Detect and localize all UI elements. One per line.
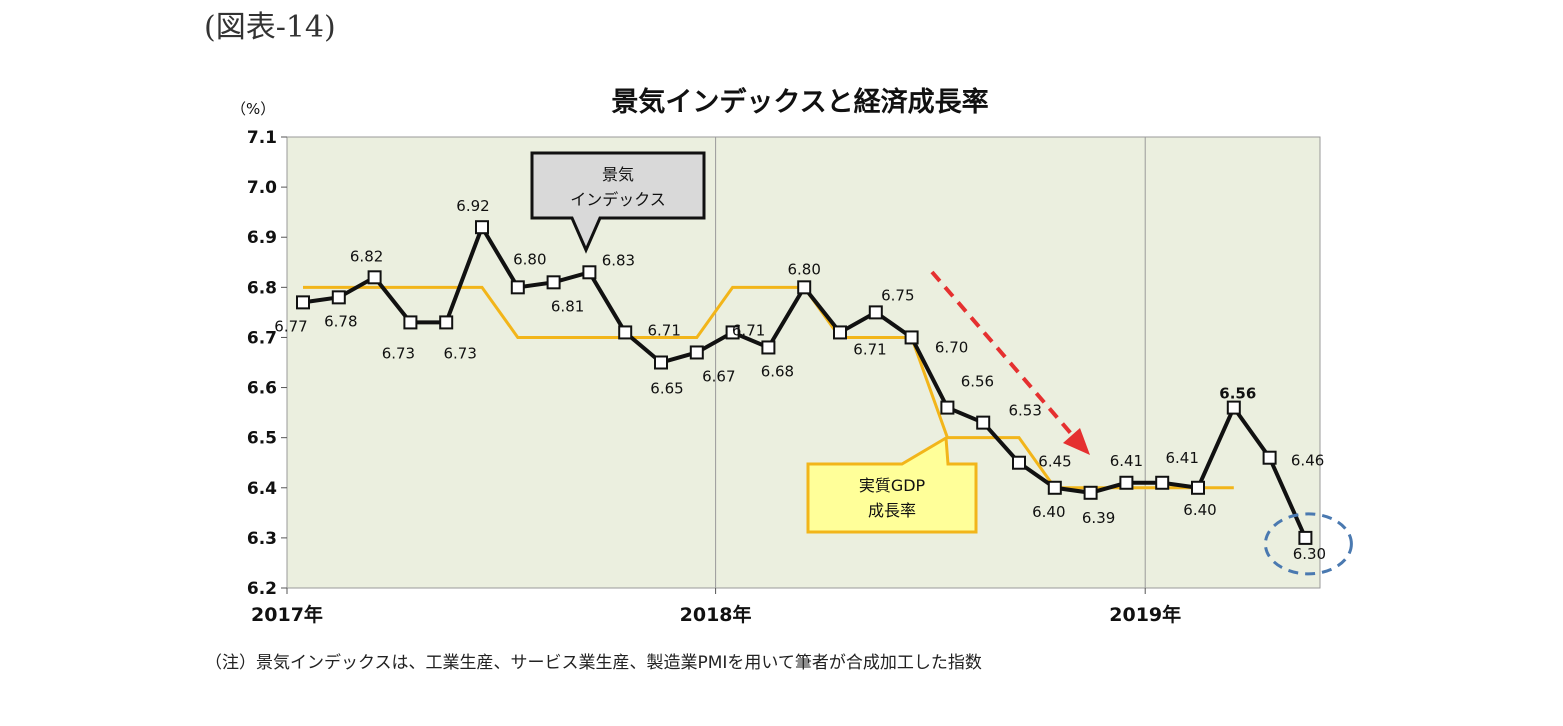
index-point — [940, 400, 955, 415]
y-tick-label: 6.4 — [247, 479, 277, 499]
index-point — [725, 325, 740, 340]
callout-gdp-box — [806, 435, 978, 534]
data-label: 6.39 — [1082, 509, 1115, 527]
data-labels: 6.77 6.78 6.82 6.73 6.73 6.92 6.80 6.81 6.83 6.71… — [274, 197, 1326, 563]
data-label: 6.67 — [702, 367, 735, 385]
trend-arrow-head — [1063, 428, 1090, 455]
index-point — [654, 355, 668, 370]
data-label: 6.46 — [1291, 452, 1324, 470]
index-point — [618, 325, 633, 340]
y-tick-label: 6.8 — [247, 278, 277, 298]
index-point — [582, 265, 597, 280]
x-tick-label: 2019年 — [1109, 603, 1181, 626]
highlight-ellipse — [1263, 512, 1353, 576]
chart-title: 景気インデックスと経済成長率 — [611, 87, 989, 118]
x-axis-ticks: 2017年 2018年 2019年 — [251, 588, 1181, 626]
index-point — [689, 345, 704, 360]
callout-index-line-2: インデックス — [570, 190, 666, 209]
x-tick-label: 2017年 — [251, 603, 323, 626]
data-label: 6.41 — [1110, 452, 1143, 470]
y-tick-label: 6.7 — [247, 328, 277, 348]
index-point — [1191, 480, 1205, 495]
index-point — [331, 290, 346, 305]
index-point — [976, 415, 991, 430]
callout-gdp-line-1: 実質GDP — [859, 476, 926, 495]
data-label: 6.80 — [513, 250, 546, 268]
index-point — [403, 315, 418, 330]
x-tick-label: 2018年 — [680, 603, 752, 626]
data-label: 6.30 — [1293, 545, 1326, 563]
footnote: （注）景気インデックスは、工業生産、サービス業生産、製造業PMIを用いて筆者が合… — [205, 653, 982, 673]
data-label: 6.77 — [274, 317, 307, 335]
figure-label: (図表-14) — [204, 10, 336, 45]
index-series — [296, 220, 1313, 545]
index-point — [296, 295, 310, 310]
data-label: 6.82 — [350, 247, 383, 265]
index-point — [1083, 485, 1098, 500]
trend-arrow — [930, 270, 1090, 455]
index-point — [904, 330, 919, 345]
data-label: 6.75 — [881, 286, 914, 304]
data-label: 6.45 — [1038, 453, 1071, 471]
callout-index-box — [530, 151, 706, 254]
index-point — [439, 315, 454, 330]
y-tick-label: 7.1 — [247, 128, 277, 148]
index-point — [1226, 400, 1241, 415]
index-point — [1119, 475, 1134, 490]
y-tick-label: 6.5 — [247, 429, 277, 449]
index-point — [1012, 455, 1026, 470]
index-point — [510, 280, 525, 295]
index-point — [833, 325, 847, 340]
y-tick-label: 6.9 — [247, 228, 277, 248]
data-label: 6.71 — [732, 321, 765, 339]
highlight-circle — [1263, 512, 1353, 576]
data-label: 6.80 — [787, 260, 820, 278]
data-label: 6.53 — [1008, 402, 1041, 420]
y-tick-label: 6.3 — [247, 529, 277, 549]
callout-gdp: 実質GDP 成長率 — [806, 435, 978, 534]
data-label: 6.78 — [324, 312, 357, 330]
data-label: 6.70 — [935, 338, 968, 356]
callout-index-line-1: 景気 — [602, 165, 634, 184]
y-axis-ticks: 6.2 6.3 6.4 6.5 6.6 6.7 6.8 6.9 7.0 7.1 — [247, 128, 287, 599]
data-label: 6.71 — [853, 340, 886, 358]
data-label: 6.40 — [1183, 501, 1216, 519]
data-label: 6.73 — [382, 344, 415, 362]
y-tick-label: 7.0 — [247, 178, 277, 198]
index-point — [868, 305, 883, 320]
data-label: 6.73 — [443, 344, 476, 362]
data-label: 6.56 — [1219, 385, 1256, 403]
y-tick-label: 6.6 — [247, 379, 277, 399]
trend-arrow-line — [930, 270, 1076, 439]
index-point — [761, 340, 776, 355]
data-label: 6.40 — [1032, 503, 1065, 521]
index-point — [1262, 450, 1277, 465]
plot-area — [286, 136, 1321, 589]
data-label: 6.68 — [761, 362, 794, 380]
gridlines — [715, 137, 1146, 588]
index-point — [546, 275, 561, 290]
index-point — [367, 270, 382, 285]
index-point — [475, 220, 489, 235]
data-label: 6.56 — [961, 373, 994, 391]
data-label: 6.65 — [650, 380, 683, 398]
index-point — [1155, 475, 1170, 490]
index-point — [1047, 480, 1062, 495]
data-label: 6.71 — [647, 321, 680, 339]
y-unit-label: （%） — [231, 100, 276, 118]
y-tick-label: 6.2 — [247, 579, 277, 599]
data-label: 6.41 — [1165, 449, 1198, 467]
index-point — [797, 280, 812, 295]
callout-gdp-line-2: 成長率 — [868, 501, 916, 520]
data-label: 6.83 — [602, 251, 635, 269]
data-label: 6.81 — [551, 297, 584, 315]
data-label: 6.92 — [456, 197, 489, 215]
callout-index: 景気 インデックス — [530, 151, 706, 254]
index-point — [1298, 530, 1313, 545]
